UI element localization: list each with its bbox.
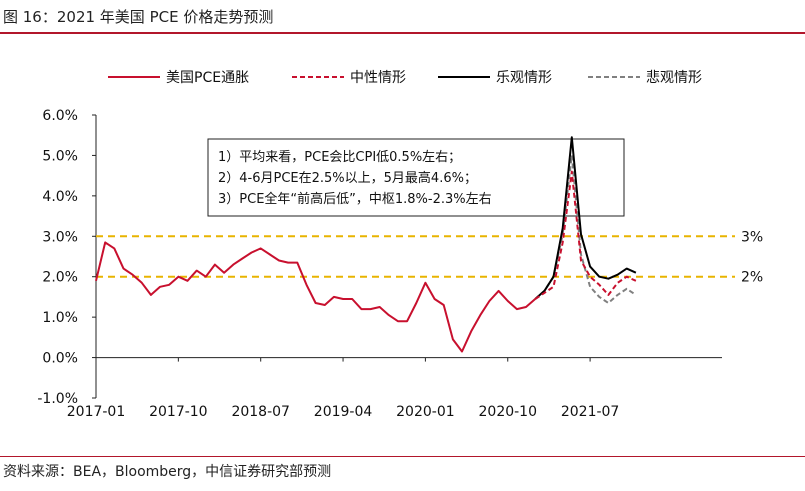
y-tick-label: 6.0%: [42, 108, 78, 124]
y-tick-label: 2.0%: [42, 270, 78, 286]
reference-label-3%: 3%: [741, 229, 763, 245]
y-tick-label: 1.0%: [42, 310, 78, 326]
source-divider: [0, 456, 805, 457]
reference-label-2%: 2%: [741, 270, 763, 286]
series-optimistic-line: [534, 136, 637, 300]
annotation-frame: [207, 138, 625, 217]
y-tick-label: 3.0%: [42, 229, 78, 245]
x-tick-label: 2020-01: [396, 404, 455, 420]
series-base-line: [534, 170, 637, 300]
source-note: 资料来源：BEA，Bloomberg，中信证券研究部预测: [3, 464, 332, 480]
plot-area: 6.0% 5.0% 4.0% 3.0% 2.0% 1.0% 0.0% -1.0%2017-01…: [37, 108, 763, 420]
legend-label-actual: 美国PCE通胀: [166, 70, 249, 86]
y-tick-label: -1.0%: [37, 391, 78, 407]
series-actual-line: [95, 241, 536, 353]
annotation-line-3: 3）PCE全年“前高后低”，中枢1.8%-2.3%左右: [218, 191, 492, 207]
y-tick-label: 5.0%: [42, 148, 78, 164]
annotation-line-2: 2）4-6月PCE在2.5%以上，5月最高4.6%；: [218, 170, 477, 186]
x-tick-label: 2018-07: [231, 404, 290, 420]
x-tick-label: 2020-10: [479, 404, 538, 420]
x-tick-label: 2017-10: [149, 404, 208, 420]
x-tick-label: 2017-01: [67, 404, 126, 420]
figure-title: 图 16：2021 年美国 PCE 价格走势预测: [3, 8, 274, 26]
title-divider: [0, 32, 805, 34]
legend-label-pessimistic: 悲观情形: [646, 69, 702, 86]
y-tick-label: 0.0%: [42, 351, 78, 367]
x-tick-label: 2019-04: [314, 404, 373, 420]
x-tick-label: 2021-07: [561, 404, 620, 420]
annotation-line-1: 1）平均来看，PCE会比CPI低0.5%左右；: [218, 149, 461, 165]
y-tick-label: 4.0%: [42, 189, 78, 205]
legend-label-optimistic: 乐观情形: [496, 70, 552, 86]
legend-label-base: 中性情形: [350, 70, 406, 86]
legend: 美国PCE通胀 中性情形 乐观情形 悲观情形: [108, 69, 702, 86]
annotation-box: 1）平均来看，PCE会比CPI低0.5%左右； 2）4-6月PCE在2.5%以上…: [207, 138, 625, 217]
